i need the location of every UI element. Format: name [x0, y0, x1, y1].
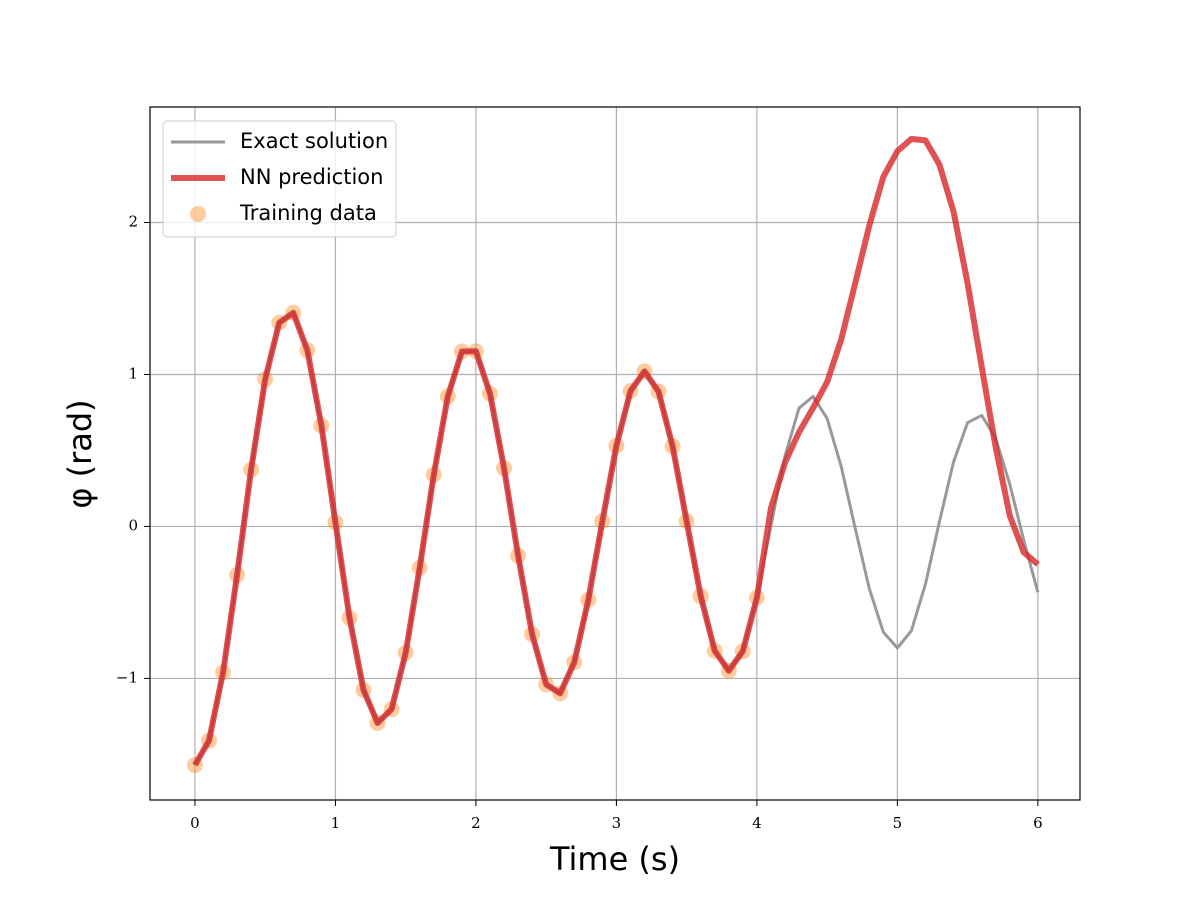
line [192, 135, 1040, 767]
y-tick-label: −1 [116, 668, 138, 686]
y-tick-label: 2 [128, 213, 138, 231]
legend-label: NN prediction [240, 165, 383, 189]
y-tick-label: 0 [128, 516, 138, 534]
y-tick-label: 1 [128, 364, 138, 382]
plot-frame [149, 106, 1081, 801]
x-tick-label: 4 [752, 814, 762, 832]
legend-label: Training data [239, 201, 377, 225]
x-tick-label: 3 [612, 814, 622, 832]
y-axis-label: φ (rad) [61, 399, 99, 508]
x-tick-label: 2 [471, 814, 481, 832]
x-tick-label: 1 [331, 814, 341, 832]
legend-marker [190, 206, 206, 222]
plot-area [186, 135, 1040, 774]
x-tick-label: 0 [190, 814, 200, 832]
x-tick-label: 6 [1033, 814, 1043, 832]
x-tick-label: 5 [893, 814, 903, 832]
legend-label: Exact solution [240, 129, 388, 153]
legend-box [162, 120, 397, 238]
x-axis-label: Time (s) [549, 840, 680, 878]
